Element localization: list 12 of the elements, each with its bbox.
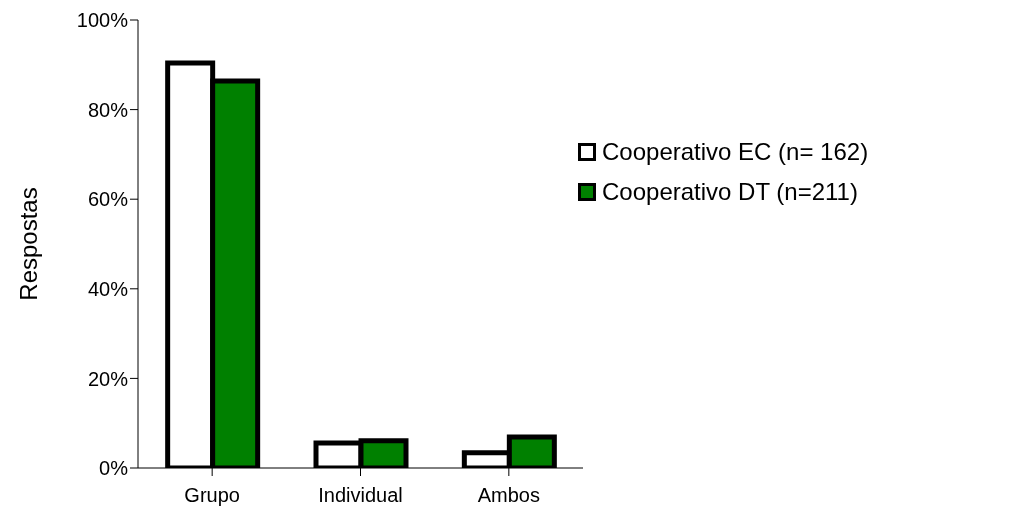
- y-tick-label: 40%: [87, 277, 129, 300]
- legend-label: Cooperativo EC (n= 162): [602, 138, 869, 166]
- x-tick-label: Grupo: [184, 484, 240, 507]
- y-tick-label: 100%: [76, 9, 129, 32]
- y-tick-label: 20%: [87, 367, 129, 390]
- legend-label: Cooperativo DT (n=211): [602, 178, 858, 206]
- y-tick-label: 0%: [99, 457, 129, 480]
- y-tick-label: 80%: [87, 98, 129, 121]
- y-axis-title: Respostas: [14, 187, 42, 301]
- y-tick-label: 60%: [87, 188, 129, 211]
- x-tick-label: Ambos: [477, 484, 540, 507]
- x-tick-label: Individual: [318, 484, 403, 507]
